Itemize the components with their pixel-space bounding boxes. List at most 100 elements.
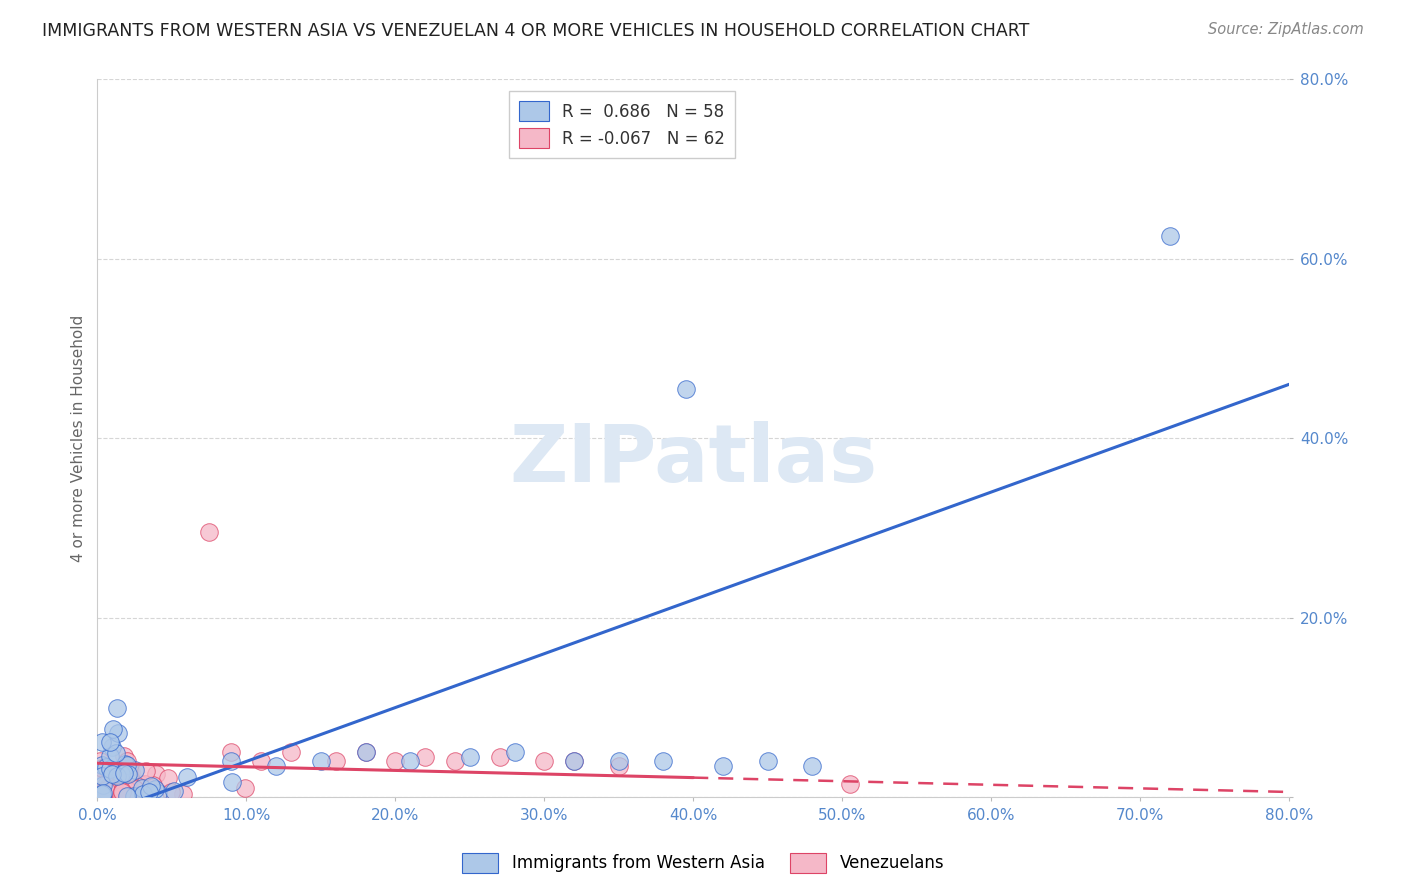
- Point: [280, 746, 302, 760]
- Point: [94, 759, 117, 773]
- Point: [110, 789, 132, 803]
- Point: [98, 775, 121, 789]
- Point: [107, 725, 129, 739]
- Point: [91, 786, 114, 800]
- Point: [675, 382, 697, 396]
- Point: [176, 770, 198, 784]
- Point: [90, 735, 112, 749]
- Point: [118, 761, 141, 775]
- Point: [117, 758, 139, 772]
- Point: [94, 783, 117, 797]
- Point: [89, 755, 111, 769]
- Point: [89, 769, 111, 783]
- Point: [458, 750, 481, 764]
- Point: [110, 767, 132, 781]
- Point: [91, 778, 114, 792]
- Point: [146, 787, 169, 801]
- Point: [97, 789, 120, 803]
- Point: [110, 769, 132, 783]
- Point: [91, 785, 114, 799]
- Point: [399, 755, 422, 769]
- Point: [117, 789, 139, 803]
- Point: [444, 755, 467, 769]
- Point: [90, 789, 112, 803]
- Point: [90, 787, 112, 801]
- Point: [100, 783, 122, 797]
- Point: [107, 780, 129, 795]
- Point: [413, 750, 436, 764]
- Point: [250, 755, 273, 769]
- Point: [90, 761, 112, 775]
- Point: [120, 764, 142, 779]
- Point: [384, 755, 406, 769]
- Point: [145, 766, 167, 780]
- Point: [105, 700, 128, 714]
- Point: [124, 781, 146, 796]
- Point: [1159, 229, 1181, 244]
- Y-axis label: 4 or more Vehicles in Household: 4 or more Vehicles in Household: [72, 315, 86, 562]
- Point: [160, 784, 183, 798]
- Point: [562, 755, 585, 769]
- Point: [117, 754, 139, 768]
- Point: [756, 755, 779, 769]
- Point: [98, 762, 121, 776]
- Point: [138, 785, 160, 799]
- Point: [309, 755, 332, 769]
- Point: [354, 746, 377, 760]
- Point: [132, 787, 155, 801]
- Point: [163, 783, 186, 797]
- Point: [533, 755, 555, 769]
- Point: [134, 764, 156, 778]
- Point: [118, 789, 141, 803]
- Point: [503, 746, 526, 760]
- Point: [93, 784, 115, 798]
- Point: [156, 772, 179, 786]
- Point: [114, 757, 136, 772]
- Point: [101, 722, 124, 736]
- Point: [801, 759, 824, 773]
- Point: [354, 746, 377, 760]
- Point: [115, 789, 138, 803]
- Point: [112, 766, 135, 780]
- Point: [91, 789, 114, 803]
- Point: [112, 749, 135, 764]
- Point: [142, 778, 165, 792]
- Point: [129, 777, 152, 791]
- Point: [101, 740, 124, 755]
- Point: [134, 777, 156, 791]
- Point: [221, 755, 243, 769]
- Point: [221, 774, 243, 789]
- Point: [145, 781, 167, 796]
- Point: [115, 783, 138, 797]
- Point: [93, 789, 115, 803]
- Point: [105, 769, 128, 783]
- Text: Source: ZipAtlas.com: Source: ZipAtlas.com: [1208, 22, 1364, 37]
- Point: [104, 746, 127, 760]
- Point: [111, 785, 134, 799]
- Point: [89, 772, 111, 786]
- Point: [607, 759, 630, 773]
- Point: [488, 750, 510, 764]
- Point: [97, 780, 120, 794]
- Legend: Immigrants from Western Asia, Venezuelans: Immigrants from Western Asia, Venezuelan…: [456, 847, 950, 880]
- Text: ZIPatlas: ZIPatlas: [509, 421, 877, 499]
- Point: [124, 763, 146, 777]
- Point: [652, 755, 675, 769]
- Point: [103, 780, 125, 795]
- Point: [122, 789, 145, 803]
- Point: [98, 735, 121, 749]
- Point: [96, 781, 118, 796]
- Point: [131, 780, 153, 795]
- Point: [172, 787, 194, 801]
- Point: [264, 759, 287, 773]
- Point: [838, 777, 860, 791]
- Point: [117, 767, 139, 781]
- Point: [711, 759, 734, 773]
- Point: [233, 780, 256, 795]
- Point: [98, 749, 121, 764]
- Point: [562, 755, 585, 769]
- Point: [325, 755, 347, 769]
- Point: [93, 760, 115, 774]
- Point: [607, 755, 630, 769]
- Point: [221, 746, 243, 760]
